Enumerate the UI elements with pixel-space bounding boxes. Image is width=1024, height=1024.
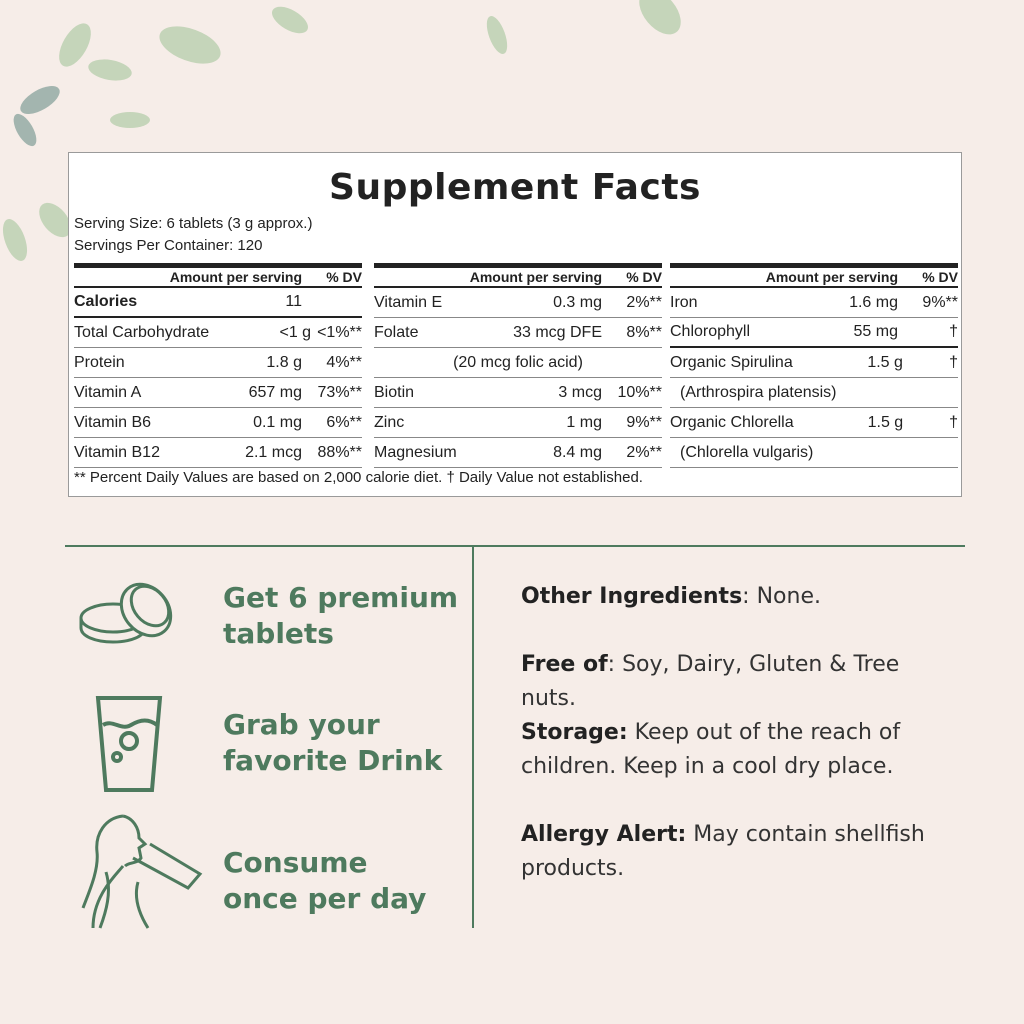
column-header: Amount per serving% DV xyxy=(670,268,958,288)
table-row: Iron 1.6 mg 9%** xyxy=(670,288,958,318)
table-row: Calories 11 xyxy=(74,288,362,318)
table-row: (Chlorella vulgaris) xyxy=(670,438,958,468)
table-row: Chlorophyll 55 mg † xyxy=(670,318,958,348)
leaves-decoration xyxy=(2,0,681,261)
other-ingredients: Other Ingredients: None. xyxy=(521,584,821,609)
table-row: Zinc 1 mg 9%** xyxy=(374,408,662,438)
facts-column: Amount per serving% DV Vitamin E 0.3 mg 2%*… xyxy=(374,263,662,468)
table-row: Total Carbohydrate <1 g <1%** xyxy=(74,318,362,348)
servings-per-container: Servings Per Container: 120 xyxy=(74,237,263,254)
table-row: Vitamin B12 2.1 mcg 88%** xyxy=(74,438,362,468)
step-2: Grab your favorite Drink xyxy=(223,708,443,777)
table-row: Vitamin E 0.3 mg 2%** xyxy=(374,288,662,318)
serving-size: Serving Size: 6 tablets (3 g approx.) xyxy=(74,215,313,232)
free-of: Free of: Soy, Dairy, Gluten & Tree nuts. xyxy=(521,652,900,711)
supplement-facts-panel: Supplement Facts Serving Size: 6 tablets… xyxy=(68,152,962,497)
tablets-icon xyxy=(79,582,173,644)
divider-vertical xyxy=(472,545,474,928)
allergy-alert: Allergy Alert: May contain shellfish pro… xyxy=(521,822,925,881)
footnote: ** Percent Daily Values are based on 2,0… xyxy=(74,469,643,486)
table-row: Organic Spirulina 1.5 g † xyxy=(670,348,958,378)
facts-column: Amount per serving% DV Iron 1.6 mg 9%** Chlo… xyxy=(670,263,958,468)
column-header: Amount per serving% DV xyxy=(374,268,662,288)
table-row: Folate 33 mcg DFE 8%** xyxy=(374,318,662,348)
storage: Storage: Keep out of the reach of childr… xyxy=(521,720,901,779)
table-row: Vitamin B6 0.1 mg 6%** xyxy=(74,408,362,438)
glass-icon xyxy=(95,696,163,792)
table-row: Biotin 3 mcg 10%** xyxy=(374,378,662,408)
divider-horizontal xyxy=(65,545,965,547)
facts-title: Supplement Facts xyxy=(329,167,701,208)
table-row: (20 mcg folic acid) xyxy=(374,348,662,378)
table-row: Protein 1.8 g 4%** xyxy=(74,348,362,378)
table-row: Organic Chlorella 1.5 g † xyxy=(670,408,958,438)
step-1: Get 6 premium tablets xyxy=(223,581,459,650)
column-header: Amount per serving% DV xyxy=(74,268,362,288)
step-3: Consume once per day xyxy=(223,846,427,915)
table-row: Magnesium 8.4 mg 2%** xyxy=(374,438,662,468)
table-row: (Arthrospira platensis) xyxy=(670,378,958,408)
facts-column: Amount per serving% DV Calories 11 Total Ca… xyxy=(74,263,362,468)
table-row: Vitamin A 657 mg 73%** xyxy=(74,378,362,408)
person-drinking-icon xyxy=(81,814,203,929)
